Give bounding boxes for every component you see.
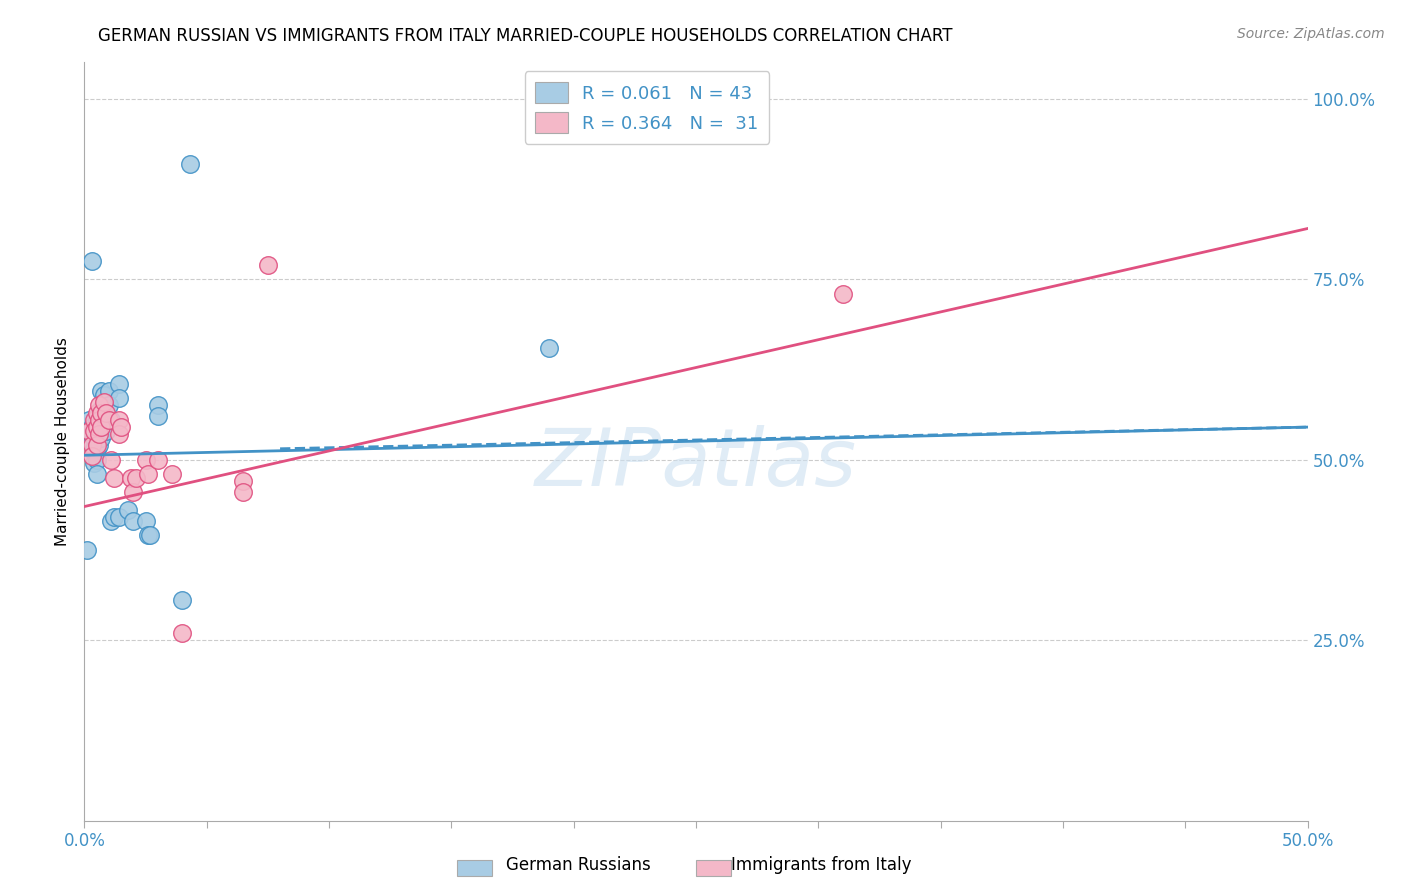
Point	[257, 258, 280, 272]
Point	[86, 413, 108, 427]
Point	[86, 452, 108, 467]
Text: GERMAN RUSSIAN VS IMMIGRANTS FROM ITALY MARRIED-COUPLE HOUSEHOLDS CORRELATION CH: GERMAN RUSSIAN VS IMMIGRANTS FROM ITALY …	[98, 27, 953, 45]
Point	[97, 384, 120, 398]
Point	[90, 406, 112, 420]
Point	[232, 485, 254, 500]
Point	[107, 376, 129, 391]
Point	[232, 475, 254, 489]
Point	[86, 438, 108, 452]
Point	[83, 413, 105, 427]
Point	[107, 413, 129, 427]
Point	[107, 391, 129, 405]
Point	[120, 470, 142, 484]
Point	[135, 452, 157, 467]
Point	[172, 593, 194, 607]
Point	[80, 420, 103, 434]
Point	[90, 420, 112, 434]
Point	[80, 434, 103, 449]
Point	[86, 467, 108, 481]
Point	[103, 470, 125, 484]
Point	[76, 542, 98, 557]
Point	[83, 442, 105, 456]
Point	[83, 456, 105, 470]
Y-axis label: Married-couple Households: Married-couple Households	[55, 337, 70, 546]
Point	[135, 514, 157, 528]
Point	[90, 402, 112, 417]
Point	[86, 420, 108, 434]
Point	[136, 528, 159, 542]
Point	[97, 413, 120, 427]
Point	[93, 402, 115, 417]
Point	[107, 510, 129, 524]
Point	[87, 427, 110, 442]
Point	[146, 409, 169, 424]
Point	[103, 510, 125, 524]
Point	[83, 445, 105, 459]
Point	[77, 413, 100, 427]
Point	[122, 485, 145, 500]
Point	[90, 420, 112, 434]
Point	[96, 424, 118, 438]
Point	[117, 503, 139, 517]
Point	[87, 424, 110, 438]
Point	[100, 452, 122, 467]
Point	[86, 406, 108, 420]
Point	[100, 413, 122, 427]
Point	[122, 514, 145, 528]
Point	[80, 254, 103, 268]
Point	[87, 399, 110, 413]
Point	[107, 427, 129, 442]
Point	[831, 286, 853, 301]
Text: German Russians: German Russians	[506, 856, 651, 874]
Point	[86, 427, 108, 442]
Point	[146, 452, 169, 467]
Point	[77, 424, 100, 438]
Point	[139, 528, 162, 542]
Point	[172, 626, 194, 640]
Point	[100, 514, 122, 528]
Point	[87, 409, 110, 424]
Point	[93, 394, 115, 409]
Point	[83, 431, 105, 445]
Point	[90, 431, 112, 445]
Point	[162, 467, 184, 481]
Text: Immigrants from Italy: Immigrants from Italy	[731, 856, 911, 874]
Text: Source: ZipAtlas.com: Source: ZipAtlas.com	[1237, 27, 1385, 41]
Point	[538, 341, 561, 355]
Point	[83, 424, 105, 438]
Point	[86, 442, 108, 456]
Point	[110, 420, 132, 434]
Point	[87, 438, 110, 452]
Point	[77, 424, 100, 438]
Point	[90, 384, 112, 398]
Point	[146, 399, 169, 413]
Point	[179, 156, 201, 170]
Point	[93, 387, 115, 401]
Text: ZIPatlas: ZIPatlas	[534, 425, 858, 503]
Point	[80, 449, 103, 463]
Point	[136, 467, 159, 481]
Point	[125, 470, 148, 484]
Point	[96, 406, 118, 420]
Point	[87, 413, 110, 427]
Point	[97, 399, 120, 413]
Point	[87, 413, 110, 427]
Point	[87, 431, 110, 445]
Legend: R = 0.061   N = 43, R = 0.364   N =  31: R = 0.061 N = 43, R = 0.364 N = 31	[524, 71, 769, 144]
Point	[80, 438, 103, 452]
